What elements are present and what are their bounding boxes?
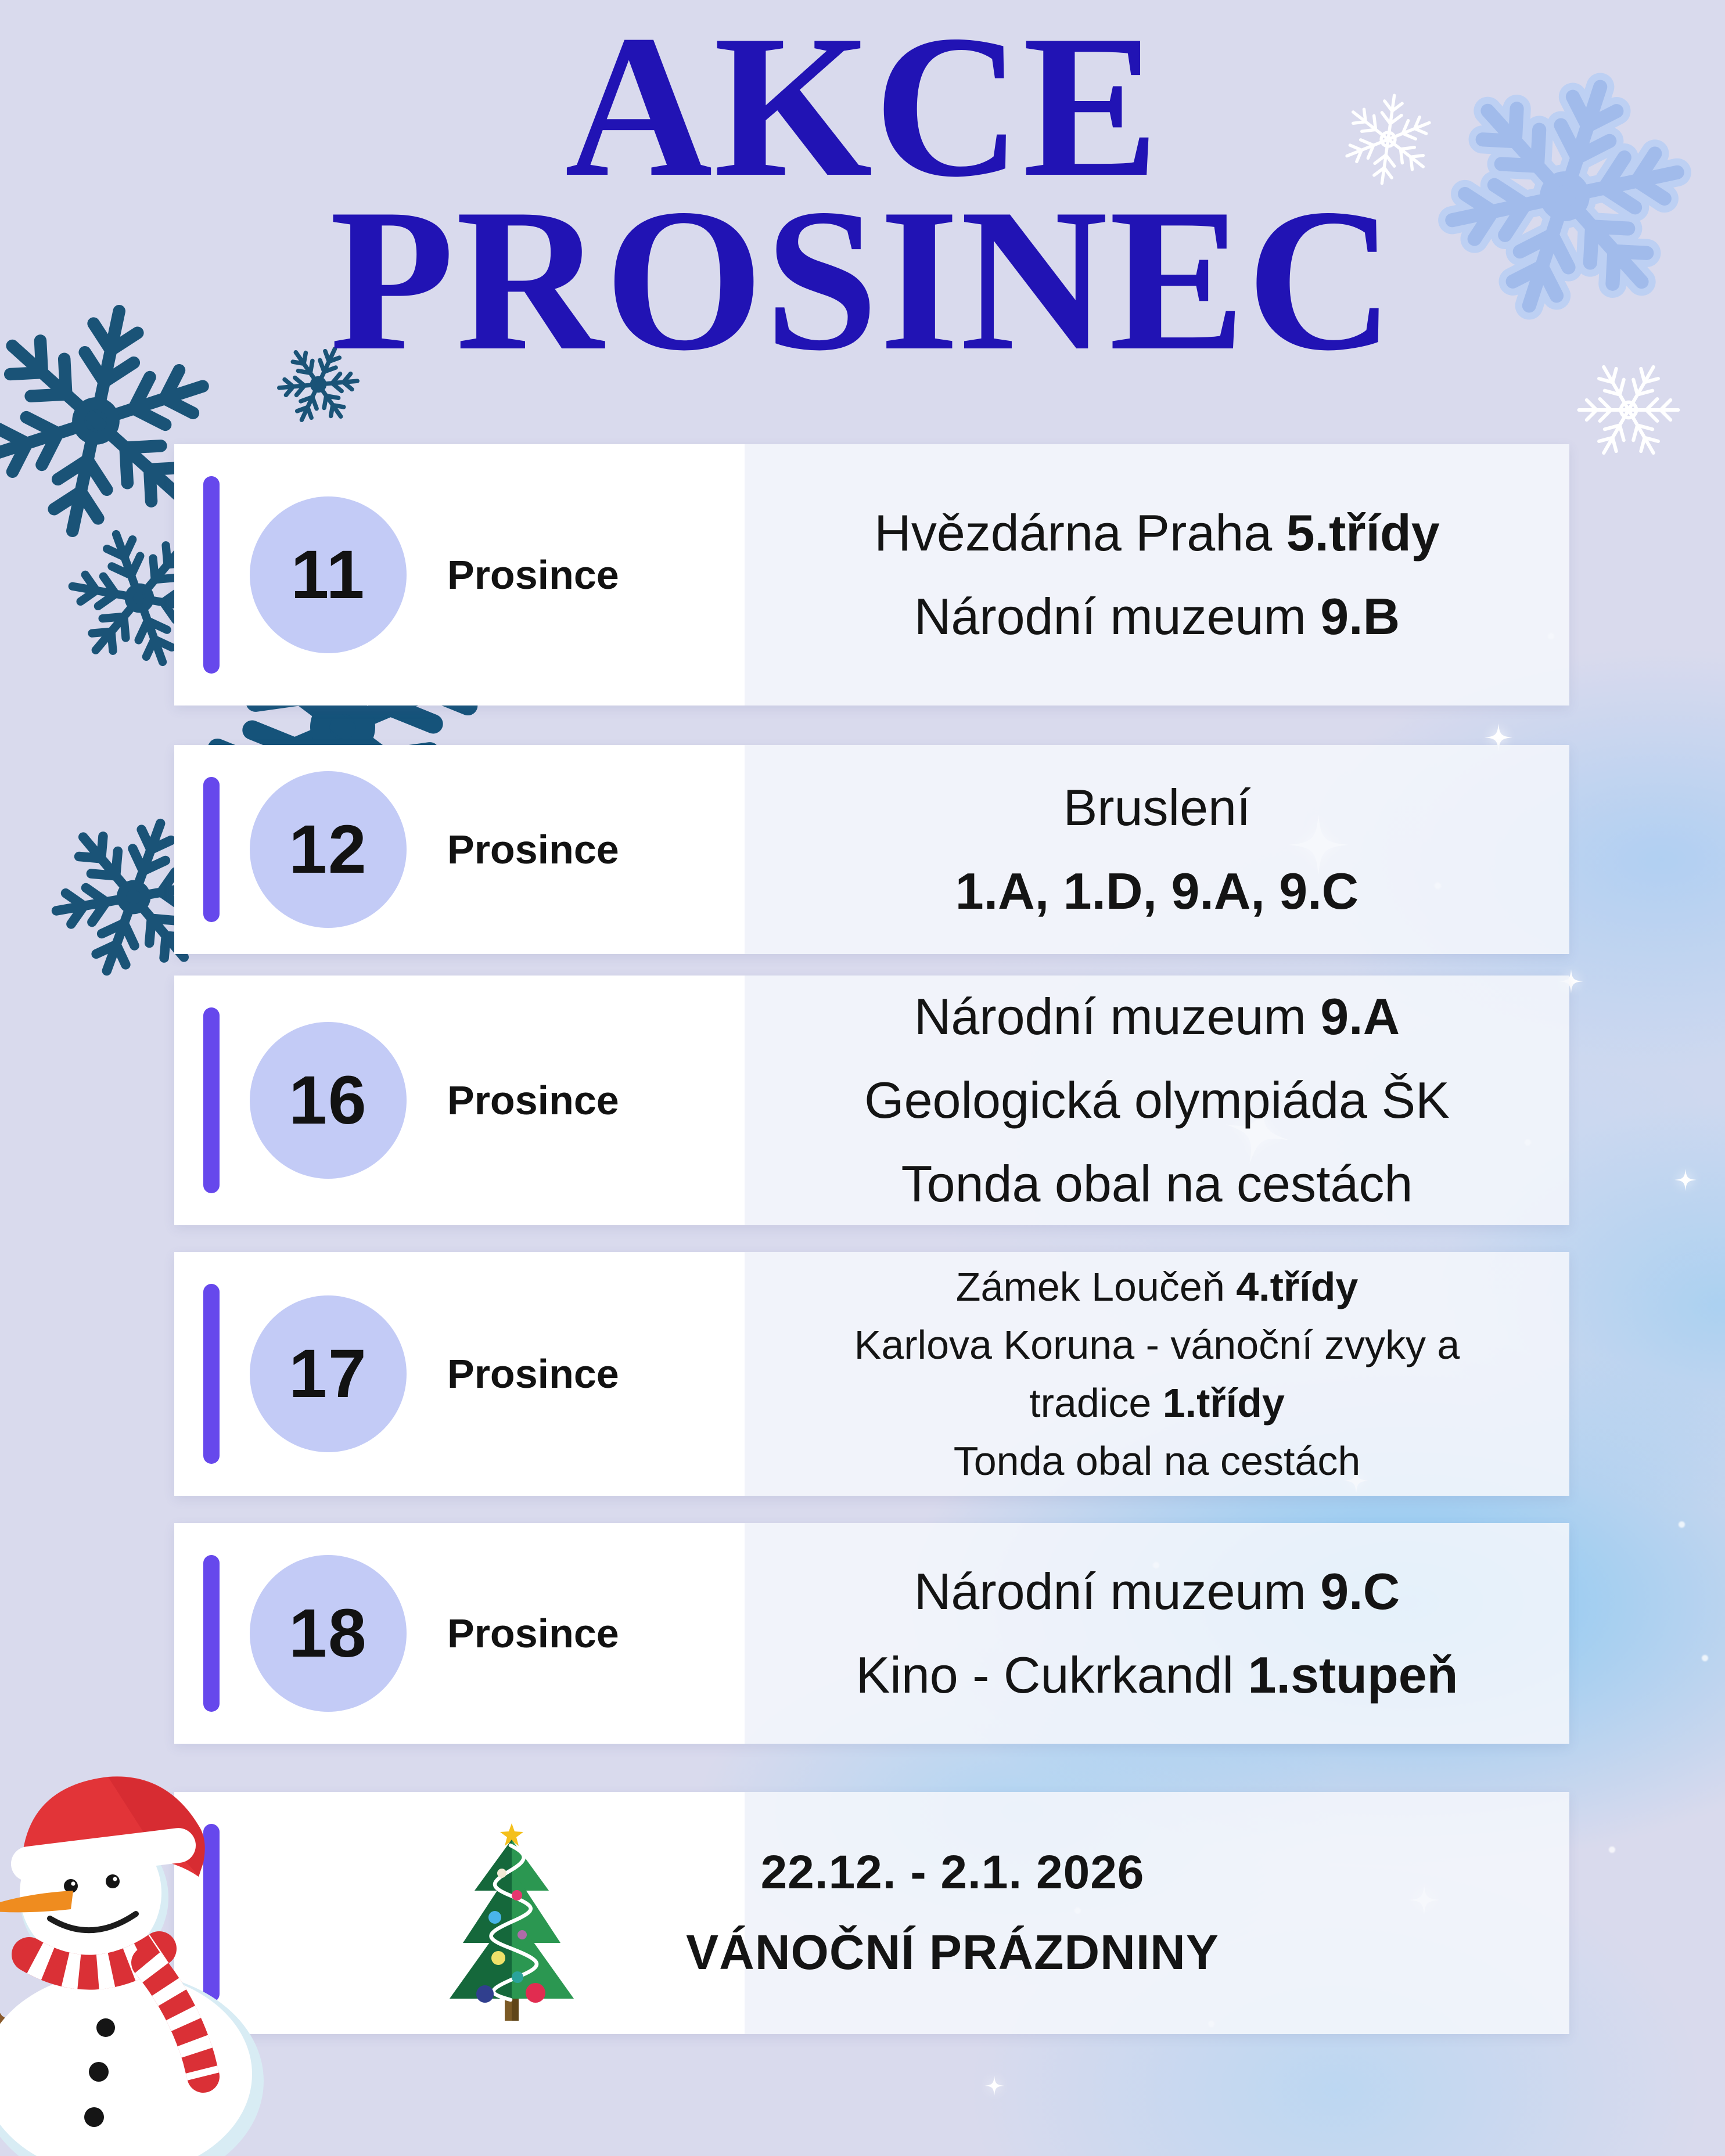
holiday-right-zone — [745, 1792, 1569, 2034]
sparkle-icon — [1674, 1168, 1697, 1192]
holiday-date-range: 22.12. - 2.1. 2026 — [760, 1846, 1145, 1899]
event-text-line: Bruslení — [1063, 779, 1251, 836]
event-month: Prosince — [447, 552, 619, 598]
event-text-line: Národní muzeum 9.C — [914, 1563, 1400, 1620]
event-day: 18 — [289, 1595, 368, 1672]
event-details: Zámek Loučeň 4.třídy Karlova Koruna - ván… — [745, 1252, 1569, 1496]
event-day-badge: 16 — [250, 1022, 407, 1179]
event-text-line: Národní muzeum 9.A — [914, 988, 1400, 1045]
accent-bar — [203, 1555, 220, 1712]
event-day: 12 — [289, 811, 368, 888]
event-text-line: Kino - Cukrkandl 1.stupeň — [856, 1646, 1458, 1704]
christmas-tree-icon — [450, 1823, 574, 2021]
event-card: 16 Prosince Národní muzeum 9.A Geologická… — [174, 976, 1569, 1225]
event-date-zone: 11 Prosince — [174, 444, 745, 706]
accent-bar — [203, 1824, 220, 2002]
poster-title: AKCE PROSINEC — [0, 0, 1725, 394]
holiday-label: VÁNOČNÍ PRÁZDNINY — [686, 1925, 1219, 1979]
event-day-badge: 11 — [250, 496, 407, 653]
event-text-line: Národní muzeum 9.B — [914, 588, 1400, 645]
event-date-zone: 12 Prosince — [174, 745, 745, 954]
event-card: 11 Prosince Hvězdárna Praha 5.třídy Národ… — [174, 444, 1569, 706]
sparkle-dot-icon — [1679, 1521, 1685, 1528]
event-day-badge: 18 — [250, 1555, 407, 1712]
snowman-icon — [0, 1776, 264, 2156]
event-card: 17 Prosince Zámek Loučeň 4.třídy Karlova … — [174, 1252, 1569, 1496]
sparkle-dot-icon — [1609, 1847, 1615, 1853]
accent-bar — [203, 1007, 220, 1193]
event-text-line: Tonda obal na cestách — [953, 1438, 1361, 1484]
event-date-zone: 17 Prosince — [174, 1252, 745, 1496]
event-details: Hvězdárna Praha 5.třídy Národní muzeum 9.… — [745, 444, 1569, 706]
event-text-line: tradice 1.třídy — [1029, 1380, 1285, 1426]
title-line-2: PROSINEC — [329, 167, 1396, 394]
event-text-line: 1.A, 1.D, 9.A, 9.C — [955, 862, 1359, 920]
accent-bar — [203, 777, 220, 922]
event-details: Bruslení 1.A, 1.D, 9.A, 9.C — [745, 745, 1569, 954]
event-date-zone: 18 Prosince — [174, 1523, 745, 1744]
holiday-card: 22.12. - 2.1. 2026 VÁNOČNÍ PRÁZDNINY — [174, 1792, 1569, 2034]
event-day-badge: 12 — [250, 771, 407, 928]
event-date-zone: 16 Prosince — [174, 976, 745, 1225]
event-text-line: Karlova Koruna - vánoční zvyky a — [854, 1322, 1460, 1367]
event-month: Prosince — [447, 1611, 619, 1656]
event-month: Prosince — [447, 1078, 619, 1123]
sparkle-dot-icon — [1702, 1655, 1708, 1661]
event-card: 12 Prosince Bruslení 1.A, 1.D, 9.A, 9.C — [174, 745, 1569, 954]
event-card: 18 Prosince Národní muzeum 9.C Kino - Cuk… — [174, 1523, 1569, 1744]
title-line-1: AKCE — [565, 0, 1160, 219]
event-day: 16 — [289, 1062, 368, 1139]
event-text-line: Hvězdárna Praha 5.třídy — [874, 504, 1440, 562]
event-text-line: Zámek Loučeň 4.třídy — [955, 1264, 1359, 1309]
snowflake-icon — [1573, 355, 1684, 465]
event-month: Prosince — [447, 827, 619, 872]
sparkle-icon — [984, 2075, 1005, 2096]
event-details: Národní muzeum 9.A Geologická olympiáda Š… — [745, 976, 1569, 1225]
event-text-line: Tonda obal na cestách — [901, 1155, 1413, 1212]
event-day-badge: 17 — [250, 1295, 407, 1452]
event-month: Prosince — [447, 1351, 619, 1396]
holiday-text: 22.12. - 2.1. 2026 VÁNOČNÍ PRÁZDNINY — [581, 1792, 1324, 2034]
accent-bar — [203, 1284, 220, 1464]
holiday-left-zone — [174, 1792, 745, 2034]
event-day: 17 — [289, 1336, 368, 1412]
accent-bar — [203, 476, 220, 674]
event-text-line: Geologická olympiáda ŠK — [864, 1071, 1450, 1129]
event-day: 11 — [290, 537, 366, 613]
event-details: Národní muzeum 9.C Kino - Cukrkandl 1.stu… — [745, 1523, 1569, 1744]
